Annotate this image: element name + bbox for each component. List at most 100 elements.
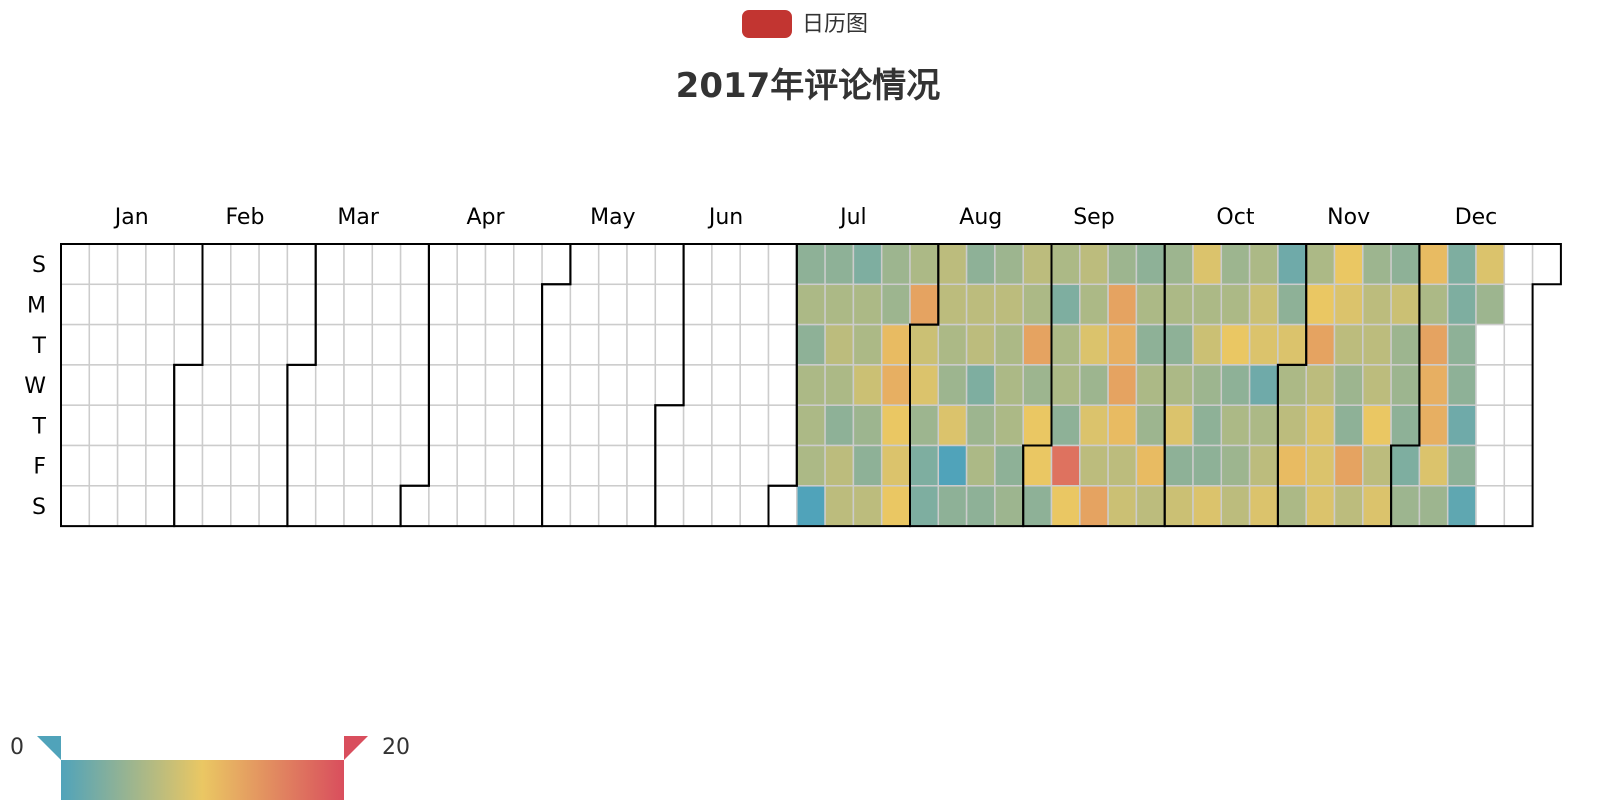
calendar-cell[interactable] <box>456 444 487 487</box>
calendar-cell[interactable] <box>937 485 968 527</box>
calendar-cell[interactable] <box>1248 404 1279 447</box>
calendar-cell[interactable] <box>1446 485 1477 527</box>
calendar-cell[interactable] <box>852 404 883 447</box>
calendar-cell[interactable] <box>286 485 317 527</box>
calendar-cell[interactable] <box>739 485 770 527</box>
calendar-cell[interactable] <box>1220 444 1251 487</box>
calendar-cell[interactable] <box>428 364 458 406</box>
calendar-cell[interactable] <box>201 323 232 366</box>
calendar-cell[interactable] <box>484 404 515 447</box>
calendar-cell[interactable] <box>1079 404 1109 447</box>
calendar-cell[interactable] <box>880 444 911 487</box>
calendar-cell[interactable] <box>994 243 1024 286</box>
calendar-cell[interactable] <box>1446 404 1477 447</box>
calendar-cell[interactable] <box>1248 485 1279 527</box>
calendar-cell[interactable] <box>88 364 119 406</box>
calendar-cell[interactable] <box>569 404 600 447</box>
calendar-cell[interactable] <box>1248 283 1279 326</box>
calendar-cell[interactable] <box>711 364 741 406</box>
calendar-cell[interactable] <box>456 485 487 527</box>
calendar-cell[interactable] <box>1220 364 1251 406</box>
calendar-cell[interactable] <box>1305 243 1336 286</box>
calendar-cell[interactable] <box>824 404 855 447</box>
calendar-cell[interactable] <box>1418 404 1449 447</box>
calendar-cell[interactable] <box>399 364 430 406</box>
calendar-cell[interactable] <box>456 404 487 447</box>
calendar-cell[interactable] <box>399 243 430 286</box>
calendar-cell[interactable] <box>513 444 543 487</box>
calendar-cell[interactable] <box>654 323 685 366</box>
calendar-cell[interactable] <box>1446 323 1477 366</box>
calendar-cell[interactable] <box>88 283 119 326</box>
calendar-cell[interactable] <box>1107 404 1138 447</box>
legend-label[interactable]: 日历图 <box>802 12 868 37</box>
calendar-cell[interactable] <box>399 485 430 527</box>
calendar-cell[interactable] <box>484 485 515 527</box>
calendar-cell[interactable] <box>1418 444 1449 487</box>
calendar-cell[interactable] <box>1163 283 1194 326</box>
calendar-cell[interactable] <box>88 404 119 447</box>
calendar-cell[interactable] <box>569 444 600 487</box>
calendar-cell[interactable] <box>1135 323 1166 366</box>
calendar-cell[interactable] <box>1277 404 1307 447</box>
calendar-cell[interactable] <box>116 485 147 527</box>
calendar-cell[interactable] <box>597 323 628 366</box>
calendar-cell[interactable] <box>1107 485 1138 527</box>
calendar-cell[interactable] <box>909 323 940 366</box>
calendar-cell[interactable] <box>1362 364 1392 406</box>
calendar-cell[interactable] <box>1022 364 1053 406</box>
calendar-cell[interactable] <box>343 485 374 527</box>
calendar-cell[interactable] <box>1248 323 1279 366</box>
calendar-cell[interactable] <box>626 485 657 527</box>
calendar-cell[interactable] <box>116 364 147 406</box>
calendar-cell[interactable] <box>1446 243 1477 286</box>
calendar-cell[interactable] <box>1503 404 1534 447</box>
calendar-cell[interactable] <box>1277 485 1307 527</box>
calendar-cell[interactable] <box>1475 485 1506 527</box>
calendar-cell[interactable] <box>626 444 657 487</box>
calendar-cell[interactable] <box>286 243 317 286</box>
calendar-cell[interactable] <box>739 323 770 366</box>
calendar-cell[interactable] <box>994 283 1024 326</box>
calendar-cell[interactable] <box>909 444 940 487</box>
calendar-cell[interactable] <box>597 283 628 326</box>
calendar-cell[interactable] <box>1022 485 1053 527</box>
calendar-cell[interactable] <box>1050 243 1081 286</box>
calendar-cell[interactable] <box>937 364 968 406</box>
calendar-cell[interactable] <box>541 364 572 406</box>
calendar-cell[interactable] <box>314 444 345 487</box>
calendar-cell[interactable] <box>371 485 402 527</box>
calendar-cell[interactable] <box>767 243 798 286</box>
calendar-cell[interactable] <box>1022 404 1053 447</box>
calendar-cell[interactable] <box>1050 404 1081 447</box>
calendar-cell[interactable] <box>145 283 175 326</box>
calendar-cell[interactable] <box>1050 364 1081 406</box>
calendar-cell[interactable] <box>314 243 345 286</box>
calendar-cell[interactable] <box>258 404 289 447</box>
calendar-cell[interactable] <box>682 243 713 286</box>
calendar-cell[interactable] <box>1362 283 1392 326</box>
calendar-cell[interactable] <box>1390 404 1421 447</box>
calendar-cell[interactable] <box>1333 485 1364 527</box>
calendar-cell[interactable] <box>1277 243 1307 286</box>
calendar-cell[interactable] <box>909 283 940 326</box>
calendar-cell[interactable] <box>767 283 798 326</box>
calendar-cell[interactable] <box>1107 444 1138 487</box>
calendar-cell[interactable] <box>1503 243 1534 286</box>
calendar-cell[interactable] <box>1220 485 1251 527</box>
calendar-cell[interactable] <box>965 283 996 326</box>
calendar-cell[interactable] <box>682 444 713 487</box>
calendar-cell[interactable] <box>597 485 628 527</box>
calendar-cell[interactable] <box>1135 404 1166 447</box>
calendar-cell[interactable] <box>1503 364 1534 406</box>
calendar-cell[interactable] <box>201 404 232 447</box>
calendar-cell[interactable] <box>1079 323 1109 366</box>
calendar-cell[interactable] <box>626 364 657 406</box>
calendar-cell[interactable] <box>371 323 402 366</box>
calendar-cell[interactable] <box>541 323 572 366</box>
calendar-cell[interactable] <box>173 243 204 286</box>
calendar-cell[interactable] <box>1022 444 1053 487</box>
calendar-cell[interactable] <box>1446 364 1477 406</box>
calendar-cell[interactable] <box>456 243 487 286</box>
calendar-cell[interactable] <box>456 364 487 406</box>
